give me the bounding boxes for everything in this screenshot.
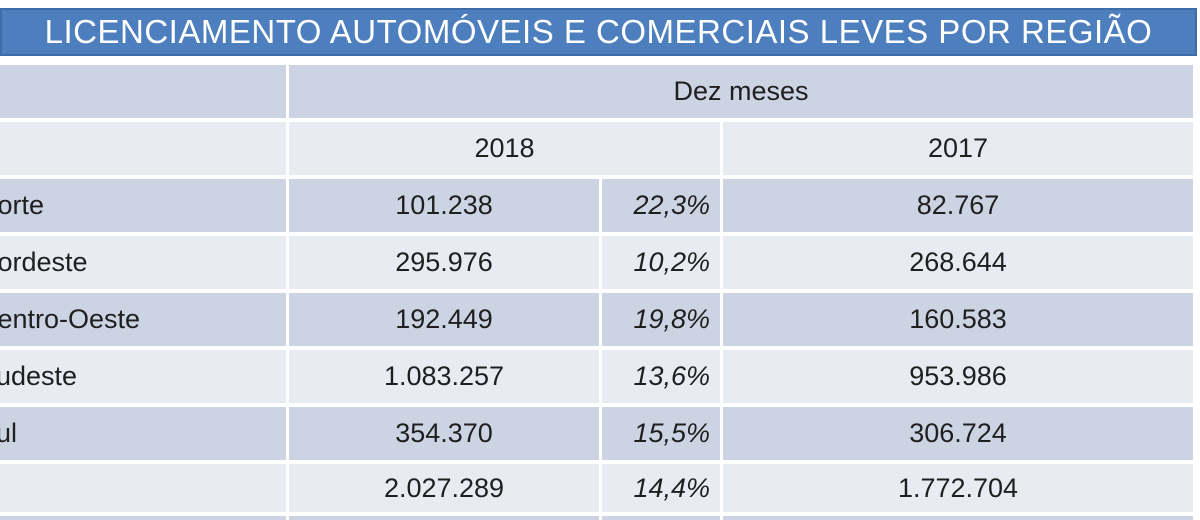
region-label: Sudeste — [0, 350, 286, 403]
region-label: Norte — [0, 179, 286, 232]
value-2018: 354.370 — [289, 407, 599, 460]
year-2017-header: 2017 — [723, 122, 1193, 175]
value-2018: 192.449 — [289, 293, 599, 346]
region-label: Centro-Oeste — [0, 293, 286, 346]
value-2018: 101.238 — [289, 179, 599, 232]
period-header-cell: Dez meses — [289, 65, 1193, 118]
regions-table: Dez meses 2018 2017 Norte101.23822,3%82.… — [0, 65, 1193, 520]
partial-row-cell — [602, 516, 720, 520]
value-2017: 160.583 — [723, 293, 1193, 346]
partial-row-cell — [289, 516, 599, 520]
partial-row-cell — [0, 516, 286, 520]
value-2018: 295.976 — [289, 236, 599, 289]
variation-percent: 22,3% — [602, 179, 720, 232]
variation-percent: 14,4% — [602, 464, 720, 512]
page-title: LICENCIAMENTO AUTOMÓVEIS E COMERCIAIS LE… — [44, 13, 1153, 50]
partial-row-cell — [723, 516, 1193, 520]
region-label — [0, 464, 286, 512]
variation-percent: 19,8% — [602, 293, 720, 346]
variation-percent: 10,2% — [602, 236, 720, 289]
table-title-bar: LICENCIAMENTO AUTOMÓVEIS E COMERCIAIS LE… — [0, 8, 1197, 56]
variation-percent: 15,5% — [602, 407, 720, 460]
region-label: Nordeste — [0, 236, 286, 289]
region-label: Sul — [0, 407, 286, 460]
year-2018-header: 2018 — [289, 122, 720, 175]
region-header-cell — [0, 122, 286, 175]
value-2017: 953.986 — [723, 350, 1193, 403]
variation-percent: 13,6% — [602, 350, 720, 403]
value-2017: 1.772.704 — [723, 464, 1193, 512]
value-2017: 82.767 — [723, 179, 1193, 232]
value-2017: 268.644 — [723, 236, 1193, 289]
value-2018: 1.083.257 — [289, 350, 599, 403]
value-2017: 306.724 — [723, 407, 1193, 460]
value-2018: 2.027.289 — [289, 464, 599, 512]
corner-cell — [0, 65, 286, 118]
